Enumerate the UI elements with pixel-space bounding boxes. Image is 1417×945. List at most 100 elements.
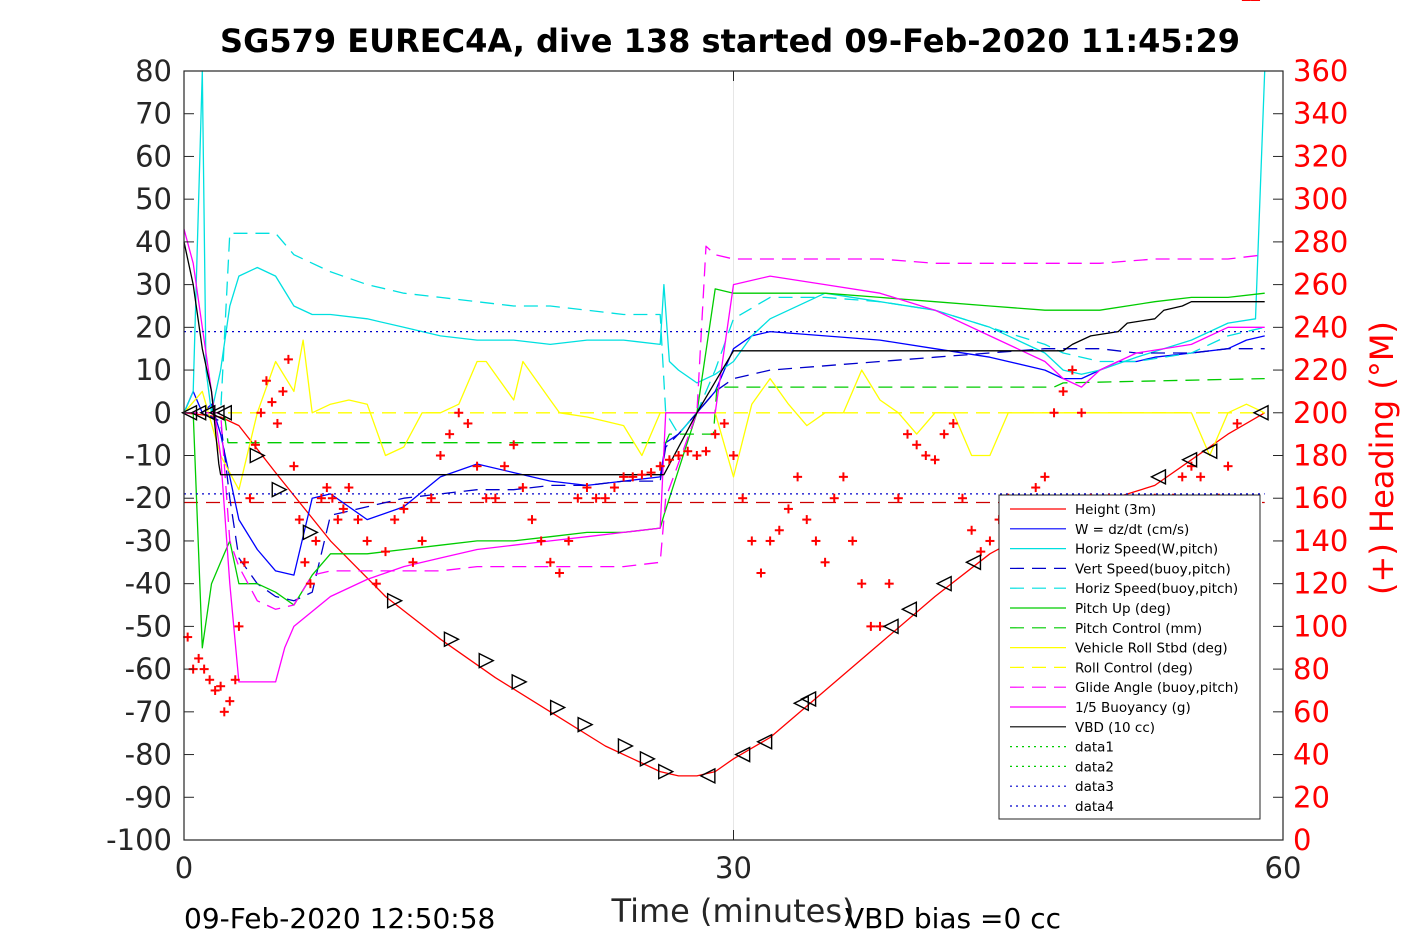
series-line — [183, 70, 1266, 414]
heading-point — [1067, 365, 1077, 375]
depth-marker — [935, 575, 952, 592]
series-line — [183, 241, 1265, 476]
heading-point — [225, 696, 235, 706]
heading-point — [527, 515, 537, 525]
legend: Height (3m) W = dz/dt (cm/s) Horiz Speed(W… — [998, 494, 1261, 820]
heading-point — [573, 493, 583, 503]
legend-label: Vehicle Roll Stbd (deg) — [1075, 641, 1228, 657]
y-right-tick-label: 360 — [1293, 54, 1348, 88]
heading-point — [609, 483, 619, 493]
heading-point — [380, 547, 390, 557]
y-axis-right-label: (+) Heading (°M) — [1363, 321, 1401, 595]
y-tick-label: -70 — [125, 695, 172, 729]
heading-point — [747, 536, 757, 546]
y-tick-label: 80 — [135, 54, 172, 88]
heading-point — [1077, 408, 1087, 418]
heading-point — [884, 579, 894, 589]
legend-entry: data1 — [1010, 740, 1114, 756]
legend-entry: Height (3m) — [1010, 502, 1156, 518]
heading-point — [710, 429, 720, 439]
heading-point — [1031, 483, 1041, 493]
heading-point — [756, 568, 766, 578]
legend-entry: data3 — [1010, 779, 1114, 795]
heading-point — [245, 493, 255, 503]
depth-marker — [577, 716, 594, 733]
x-tick-label: 0 — [175, 851, 193, 885]
legend-entry: Horiz Speed(W,pitch) — [1010, 542, 1218, 558]
heading-point — [857, 579, 867, 589]
y-tick-label: 50 — [135, 182, 172, 216]
heading-point — [250, 440, 260, 450]
depth-marker — [302, 524, 319, 541]
heading-point — [957, 493, 967, 503]
heading-point — [591, 493, 601, 503]
heading-point — [1232, 418, 1242, 428]
y-tick-label: -80 — [125, 738, 172, 772]
heading-point — [738, 493, 748, 503]
depth-marker — [386, 592, 404, 609]
heading-point — [219, 707, 229, 717]
heading-point — [719, 418, 729, 428]
heading-point — [417, 536, 427, 546]
depth-marker — [199, 404, 216, 421]
heading-point — [500, 461, 510, 471]
legend-entry: Vert Speed(buoy,pitch) — [1010, 561, 1231, 577]
depth-marker — [190, 404, 207, 421]
depth-marker — [549, 699, 567, 716]
heading-point — [939, 429, 949, 439]
heading-point — [294, 515, 304, 525]
legend-label: Glide Angle (buoy,pitch) — [1075, 680, 1239, 696]
heading-point — [256, 408, 266, 418]
y-tick-label: -90 — [125, 780, 172, 814]
y-right-tick-label: 0 — [1293, 823, 1311, 857]
heading-point — [399, 504, 409, 514]
legend-label: W = dz/dt (cm/s) — [1075, 522, 1189, 538]
heading-point — [239, 557, 249, 567]
heading-point — [793, 472, 803, 482]
legend-entry: VBD (10 cc) — [1010, 720, 1155, 736]
y-right-tick-label: 280 — [1293, 225, 1348, 259]
x-tick-label: 60 — [1265, 851, 1302, 885]
x-tick-label: 30 — [715, 851, 752, 885]
y-right-tick-label: 40 — [1293, 738, 1330, 772]
heading-point — [216, 681, 226, 691]
heading-point — [316, 493, 326, 503]
heading-point — [408, 557, 418, 567]
heading-point — [322, 483, 332, 493]
depth-marker — [756, 733, 773, 750]
heading-point — [472, 461, 482, 471]
heading-point — [518, 483, 528, 493]
heading-point — [283, 354, 293, 364]
heading-point — [327, 493, 337, 503]
depth-marker — [1149, 468, 1167, 485]
depth-marker — [249, 447, 266, 464]
depth-marker — [900, 601, 918, 618]
y-right-tick-label: 140 — [1293, 524, 1348, 558]
heading-point — [344, 483, 354, 493]
heading-point — [655, 461, 665, 471]
series-line — [184, 245, 1265, 610]
y-tick-label: -100 — [106, 823, 172, 857]
legend-entry: Pitch Control (mm) — [1010, 621, 1202, 637]
legend-entry: Roll Control (deg) — [1010, 660, 1193, 676]
depth-marker — [1252, 404, 1269, 421]
heading-point — [199, 664, 209, 674]
heading-point — [811, 536, 821, 546]
y-tick-label: 30 — [135, 268, 172, 302]
heading-point — [912, 440, 922, 450]
heading-point — [536, 536, 546, 546]
heading-point — [893, 493, 903, 503]
depth-marker — [208, 404, 225, 421]
legend-label: Height (3m) — [1075, 502, 1156, 518]
y-tick-label: -40 — [125, 567, 172, 601]
heading-point — [1196, 472, 1206, 482]
x-axis-label: Time (minutes) — [611, 892, 855, 930]
x-axis: 0 30 60 — [175, 71, 1302, 885]
heading-point — [278, 386, 288, 396]
y-tick-label: 20 — [135, 310, 172, 344]
legend-label: 1/5 Buoyancy (g) — [1075, 700, 1191, 716]
heading-point — [445, 429, 455, 439]
y-tick-label: -20 — [125, 481, 172, 515]
heading-point — [774, 525, 784, 535]
heading-point — [509, 440, 519, 450]
